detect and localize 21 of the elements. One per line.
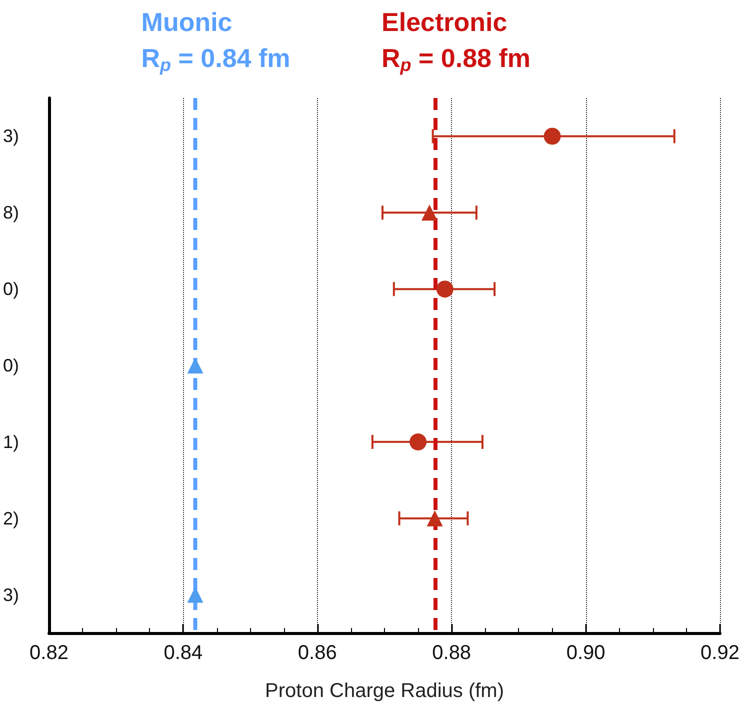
point — [421, 204, 438, 221]
point — [544, 128, 561, 145]
x-tick-label: 0.92 — [700, 642, 740, 664]
y-tick-label: 2) — [2, 508, 20, 528]
x-tick-label: 0.84 — [164, 642, 203, 664]
point — [436, 280, 454, 298]
y-tick-label: 0) — [2, 279, 20, 300]
x-axis-title: Proton Charge Radius (fm) — [265, 680, 504, 702]
x-tick-label: 0.88 — [432, 642, 472, 664]
x-tick-label: 0.90 — [566, 642, 606, 664]
point — [410, 433, 427, 450]
x-tick-label: 0.82 — [30, 642, 68, 664]
y-tick-label: 1) — [2, 432, 20, 452]
y-tick-label: 8) — [2, 202, 20, 223]
y-tick-label: 0) — [2, 356, 20, 376]
x-tick-label: 0.86 — [298, 642, 337, 664]
y-tick-label: 3) — [2, 584, 20, 605]
y-tick-label: 3) — [2, 126, 20, 146]
point — [426, 510, 443, 526]
point — [187, 358, 204, 374]
point — [187, 586, 204, 603]
